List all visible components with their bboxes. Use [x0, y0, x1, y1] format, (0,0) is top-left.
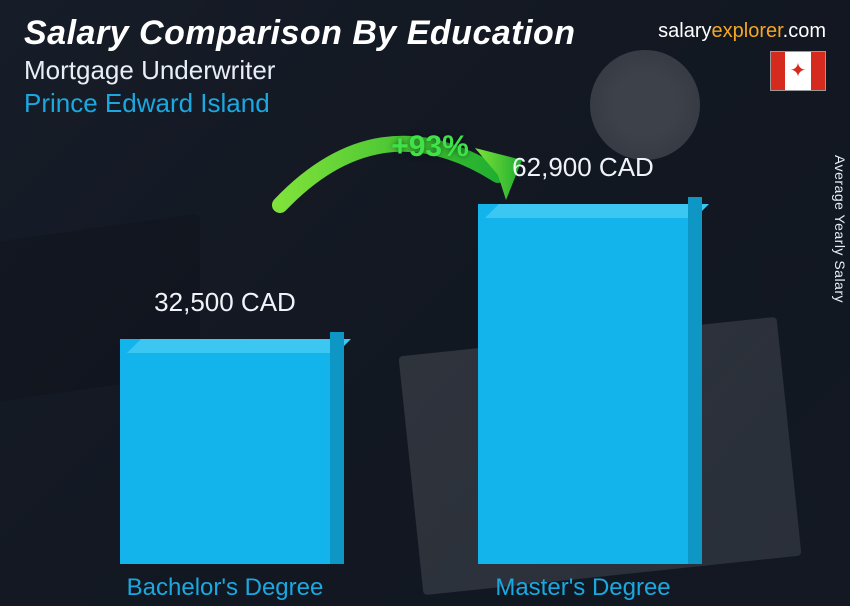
increase-badge: +93% — [320, 130, 540, 164]
brand-part2: explorer — [712, 20, 783, 42]
brand-part1: salary — [658, 20, 711, 42]
brand-text: salaryexplorer.com — [658, 20, 826, 43]
brand-block: salaryexplorer.com ✦ — [658, 20, 826, 91]
bar-label-masters: Master's Degree — [495, 574, 670, 602]
chart-location: Prince Edward Island — [24, 88, 826, 119]
canada-flag-icon: ✦ — [770, 51, 826, 91]
bar-face-bachelors — [120, 339, 330, 564]
bar-value-masters: 62,900 CAD — [512, 152, 654, 183]
bar-bachelors: 32,500 CAD Bachelor's Degree — [120, 339, 330, 564]
bar-value-bachelors: 32,500 CAD — [154, 287, 296, 318]
increase-percent: +93% — [320, 130, 540, 164]
bar-face-masters — [478, 204, 688, 564]
bar-masters: 62,900 CAD Master's Degree — [478, 204, 688, 564]
brand-part3: .com — [783, 20, 826, 42]
bar-label-bachelors: Bachelor's Degree — [127, 574, 324, 602]
bar-chart: 32,500 CAD Bachelor's Degree 62,900 CAD … — [0, 160, 850, 564]
